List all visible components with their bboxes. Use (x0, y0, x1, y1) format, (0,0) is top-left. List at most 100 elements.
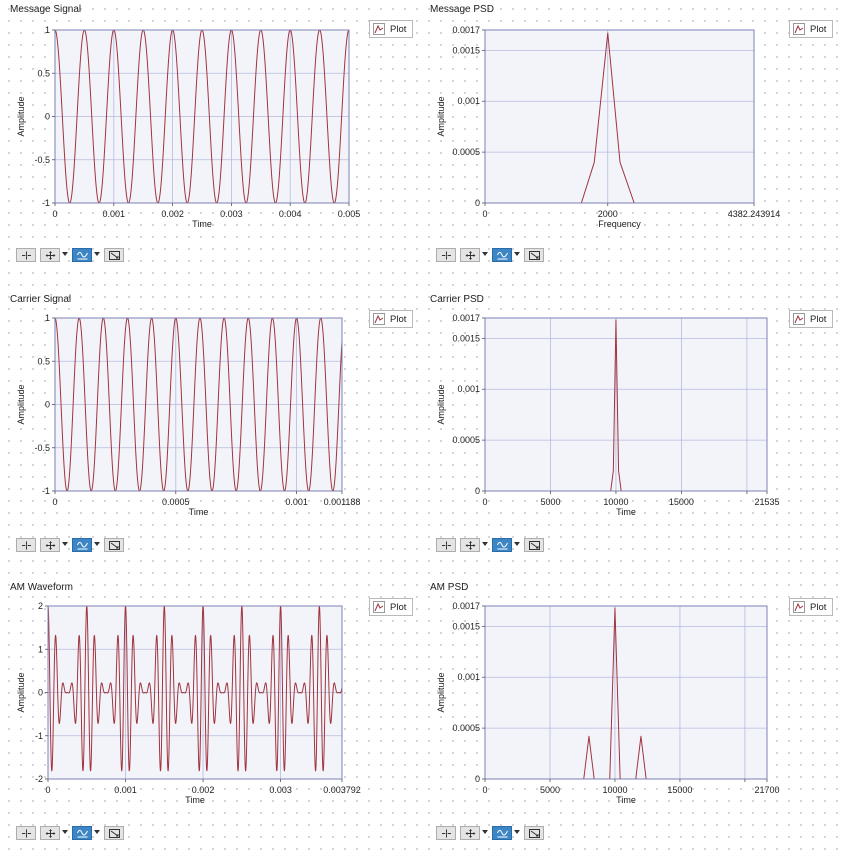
pan-icon (465, 540, 475, 550)
x-axis-label: Time (192, 219, 212, 229)
dropdown-caret-icon[interactable] (62, 830, 68, 834)
x-axis-label: Time (616, 507, 636, 517)
zoom-button[interactable] (492, 538, 512, 552)
x-tick-label: 4382.243914 (728, 209, 781, 219)
graph-panel-carrier-psd: Carrier PSD Plot 0 0.0005 0.001 0.0015 0.0017 0… (420, 290, 848, 570)
zoom-curve (496, 541, 508, 547)
y-tick-label: -1 (42, 486, 50, 496)
y-tick-label: 0.0017 (452, 601, 480, 611)
graph-title: Message PSD (430, 4, 494, 15)
y-axis-label: Amplitude (16, 672, 26, 712)
dropdown-caret-icon[interactable] (62, 252, 68, 256)
zoom-to-fit-button[interactable] (104, 248, 124, 262)
crosshair-cursor-button[interactable] (436, 538, 456, 552)
zoom-to-fit-button[interactable] (524, 826, 544, 840)
zoom-icon (76, 829, 88, 837)
dropdown-caret-icon[interactable] (514, 252, 520, 256)
x-axis-label: Time (189, 507, 209, 517)
crosshair-cursor-button[interactable] (16, 538, 36, 552)
legend-line-icon (794, 602, 804, 612)
plot-legend-swatch-icon (793, 313, 805, 325)
x-tick-label: 0.002 (161, 209, 184, 219)
dropdown-caret-icon[interactable] (482, 252, 488, 256)
x-tick-label: 0 (52, 497, 57, 507)
plot-legend-button[interactable]: Plot (369, 598, 413, 616)
zoom-button[interactable] (492, 826, 512, 840)
plot-legend-swatch-icon (373, 313, 385, 325)
dropdown-caret-icon[interactable] (514, 830, 520, 834)
y-tick-label: 2 (38, 601, 43, 611)
crosshair-dot (25, 544, 27, 546)
crosshair-cursor-button[interactable] (436, 248, 456, 262)
pan-button[interactable] (460, 826, 480, 840)
y-tick-label: 0.0005 (452, 723, 480, 733)
y-tick-label: 0 (45, 400, 50, 410)
x-tick-label: 0.001 (103, 209, 126, 219)
fit-arrow (530, 542, 538, 548)
pan-button[interactable] (460, 538, 480, 552)
x-tick-label: 0.003 (269, 785, 292, 795)
pan-button[interactable] (460, 248, 480, 262)
fit-frame (108, 250, 120, 260)
crosshair-cursor-button[interactable] (16, 248, 36, 262)
pan-button[interactable] (40, 826, 60, 840)
x-axis-label: Frequency (598, 219, 641, 229)
y-tick-label: 0.0015 (452, 333, 480, 343)
fit-frame (528, 540, 540, 550)
y-tick-label: 0.0005 (452, 435, 480, 445)
plot-legend-button[interactable]: Plot (789, 310, 833, 328)
plot-legend-button[interactable]: Plot (789, 598, 833, 616)
plot-legend-button[interactable]: Plot (369, 20, 413, 38)
crosshair-cursor-icon (21, 541, 31, 549)
plot-legend-label: Plot (810, 23, 827, 35)
zoom-button[interactable] (72, 538, 92, 552)
zoom-icon (496, 829, 508, 837)
fit-arrow (110, 252, 118, 258)
y-tick-label: 0.001 (457, 672, 480, 682)
y-tick-label: 0 (475, 774, 480, 784)
chart-carrier-psd: 0 0.0005 0.001 0.0015 0.0017 0 5000 10000 15000 2… (436, 313, 780, 517)
zoom-button[interactable] (72, 248, 92, 262)
zoom-to-fit-button[interactable] (524, 248, 544, 262)
chart-am-psd: 0 0.0005 0.001 0.0015 0.0017 0 5000 10000 15000 2… (436, 601, 780, 805)
dropdown-caret-icon[interactable] (514, 542, 520, 546)
pan-arrows (465, 250, 475, 260)
x-tick-label: 0.002 (192, 785, 215, 795)
y-axis-label: Amplitude (436, 384, 446, 424)
dropdown-caret-icon[interactable] (62, 542, 68, 546)
fit-arrow (530, 252, 538, 258)
plot-area (485, 606, 767, 779)
x-tick-label: 0 (482, 209, 487, 219)
dropdown-caret-icon[interactable] (482, 830, 488, 834)
y-axis-label: Amplitude (436, 672, 446, 712)
crosshair-dot (25, 832, 27, 834)
zoom-to-fit-icon (528, 540, 540, 550)
x-tick-label: 0.0005 (162, 497, 190, 507)
zoom-to-fit-button[interactable] (104, 538, 124, 552)
x-axis-label: Time (616, 795, 636, 805)
fit-arrow (530, 830, 538, 836)
x-tick-label: 0.001188 (324, 497, 361, 507)
dropdown-caret-icon[interactable] (482, 542, 488, 546)
pan-button[interactable] (40, 248, 60, 262)
x-tick-label: 0.005 (338, 209, 361, 219)
y-tick-label: 0.0015 (452, 621, 480, 631)
zoom-button[interactable] (72, 826, 92, 840)
crosshair-cursor-button[interactable] (16, 826, 36, 840)
zoom-to-fit-button[interactable] (524, 538, 544, 552)
crosshair-lines (441, 829, 451, 837)
plot-legend-button[interactable]: Plot (369, 310, 413, 328)
crosshair-cursor-button[interactable] (436, 826, 456, 840)
x-tick-label: 15000 (669, 497, 694, 507)
dropdown-caret-icon[interactable] (94, 830, 100, 834)
zoom-button[interactable] (492, 248, 512, 262)
pan-button[interactable] (40, 538, 60, 552)
y-axis-label: Amplitude (16, 384, 26, 424)
graph-panel-message-psd: Message PSD Plot 0 0.0005 0.001 0.0015 0.0017 0… (420, 0, 848, 280)
zoom-curve (496, 251, 508, 257)
zoom-to-fit-button[interactable] (104, 826, 124, 840)
dropdown-caret-icon[interactable] (94, 542, 100, 546)
dropdown-caret-icon[interactable] (94, 252, 100, 256)
plot-legend-button[interactable]: Plot (789, 20, 833, 38)
x-tick-label: 0.001 (114, 785, 137, 795)
